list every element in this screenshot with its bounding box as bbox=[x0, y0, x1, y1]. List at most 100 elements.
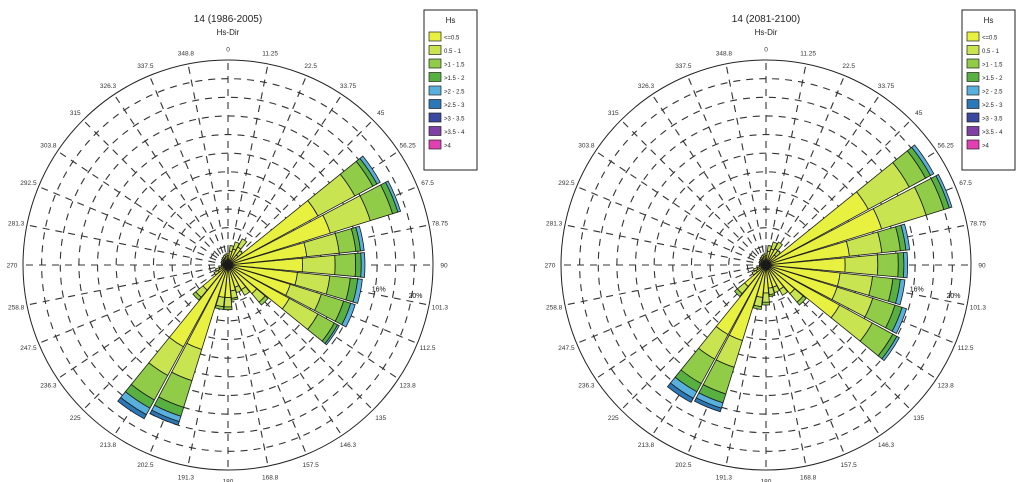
petal-67.5 bbox=[765, 173, 953, 266]
petal-segment bbox=[223, 297, 233, 308]
legend-swatch bbox=[428, 139, 442, 150]
polar-grid-spoke bbox=[765, 264, 968, 306]
polar-grid-spoke bbox=[765, 94, 881, 266]
legend-label: >1.5 - 2 bbox=[444, 76, 465, 82]
petal-135 bbox=[765, 264, 807, 306]
legend-swatch bbox=[966, 139, 980, 150]
polar-grid-spoke bbox=[149, 75, 229, 266]
polar-grid-spoke bbox=[687, 264, 767, 455]
radial-percent-label: 16% bbox=[910, 287, 924, 294]
polar-grid-spoke bbox=[149, 264, 229, 455]
polar-grid-spoke bbox=[57, 150, 229, 266]
direction-label: 33.75 bbox=[340, 83, 357, 90]
petal-90 bbox=[765, 251, 909, 279]
polar-grid-spoke bbox=[26, 224, 229, 266]
petal-78.75 bbox=[765, 223, 911, 266]
polar-grid-spoke bbox=[576, 186, 767, 266]
polar-grid-spoke bbox=[227, 264, 307, 455]
petal-segment bbox=[334, 252, 357, 278]
legend-swatch bbox=[966, 112, 980, 123]
direction-label: 157.5 bbox=[303, 462, 320, 469]
polar-grid-spoke bbox=[765, 264, 956, 344]
petal-segment bbox=[192, 291, 202, 301]
direction-label: 202.5 bbox=[675, 462, 692, 469]
petal-78.75 bbox=[227, 225, 365, 266]
petal-112.5 bbox=[765, 264, 908, 334]
wave-rose-2081-2100: 0 11.25 22.5 33.75 45 56.25 67.5 78.75 90 101.3 11… bbox=[545, 9, 1016, 482]
direction-label: 22.5 bbox=[304, 63, 317, 70]
legend-swatch bbox=[966, 72, 980, 82]
direction-label: 33.75 bbox=[878, 83, 895, 90]
polar-grid-spoke bbox=[187, 63, 229, 266]
petal-segment bbox=[911, 144, 935, 177]
polar-grid-spoke bbox=[765, 264, 845, 455]
petal-202.5 bbox=[693, 264, 767, 413]
direction-label: 225 bbox=[70, 415, 81, 422]
polar-grid-spoke bbox=[82, 264, 229, 411]
direction-label: 292.5 bbox=[558, 180, 575, 187]
radial-percent-label: 20% bbox=[946, 293, 960, 300]
direction-label: 11.25 bbox=[262, 51, 278, 58]
direction-label: 78.75 bbox=[970, 220, 987, 227]
polar-grid-spoke bbox=[651, 94, 767, 266]
petal-348.8 bbox=[224, 253, 229, 266]
legend-label: >2 - 2.5 bbox=[444, 90, 465, 96]
polar-grid-spoke bbox=[227, 264, 399, 380]
polar-grid-spoke bbox=[227, 224, 430, 266]
polar-grid-spoke bbox=[227, 75, 307, 266]
legend-swatch bbox=[966, 58, 980, 69]
legend-label: >4 bbox=[982, 144, 990, 150]
petal-segment bbox=[223, 306, 233, 311]
polar-grid-spoke bbox=[38, 264, 229, 344]
direction-label: 123.8 bbox=[937, 383, 954, 390]
direction-label: 112.5 bbox=[420, 345, 436, 352]
petal-segment bbox=[360, 252, 366, 278]
legend-swatch bbox=[966, 126, 980, 136]
direction-label: 258.8 bbox=[8, 305, 25, 312]
legend-label: >1 - 1.5 bbox=[444, 63, 465, 69]
polar-grid-spoke bbox=[227, 264, 343, 436]
petal-segment bbox=[224, 253, 228, 258]
petal-segment bbox=[214, 304, 224, 310]
direction-label: 56.25 bbox=[937, 143, 954, 150]
legend-swatch bbox=[966, 45, 980, 55]
chart-subtitle: Hs-Dir bbox=[755, 28, 778, 37]
legend-swatch bbox=[428, 58, 442, 69]
direction-label: 213.8 bbox=[100, 442, 117, 449]
polar-grid-spoke bbox=[38, 186, 229, 266]
direction-label: 22.5 bbox=[842, 63, 855, 70]
legend-swatch bbox=[428, 31, 442, 42]
direction-label: 337.5 bbox=[137, 63, 154, 70]
direction-label: 315 bbox=[70, 110, 81, 117]
petal-segment bbox=[762, 292, 770, 303]
polar-grid-spoke bbox=[765, 264, 881, 436]
direction-label: 101.3 bbox=[970, 305, 987, 312]
polar-grid-spoke bbox=[187, 264, 229, 467]
petal-segment bbox=[258, 295, 269, 306]
chart-title: 14 (2081-2100) bbox=[732, 14, 800, 25]
direction-label: 90 bbox=[978, 263, 986, 270]
legend-label: >3 - 3.5 bbox=[444, 117, 465, 123]
direction-label: 326.3 bbox=[638, 83, 655, 90]
petal-segment bbox=[752, 304, 762, 310]
direction-label: 90 bbox=[440, 263, 448, 270]
polar-grid-spoke bbox=[595, 150, 767, 266]
legend-label: >3 - 3.5 bbox=[982, 117, 1003, 123]
petal-101.3 bbox=[227, 264, 363, 304]
legend-label: >3.5 - 4 bbox=[982, 130, 1003, 136]
petal-segment bbox=[324, 324, 340, 346]
direction-label: 270 bbox=[545, 263, 556, 270]
petal-67.5 bbox=[227, 180, 402, 266]
polar-grid-spoke bbox=[725, 63, 767, 266]
legend-label: >2.5 - 3 bbox=[444, 103, 465, 109]
direction-label: 281.3 bbox=[546, 220, 563, 227]
direction-label: 247.5 bbox=[558, 345, 575, 352]
legend-label: >1 - 1.5 bbox=[982, 63, 1003, 69]
direction-label: 0 bbox=[226, 47, 230, 54]
petal-348.8 bbox=[762, 253, 767, 266]
direction-label: 45 bbox=[915, 110, 923, 117]
petal-segment bbox=[844, 254, 879, 276]
petal-segment bbox=[733, 288, 743, 298]
direction-label: 67.5 bbox=[959, 180, 972, 187]
